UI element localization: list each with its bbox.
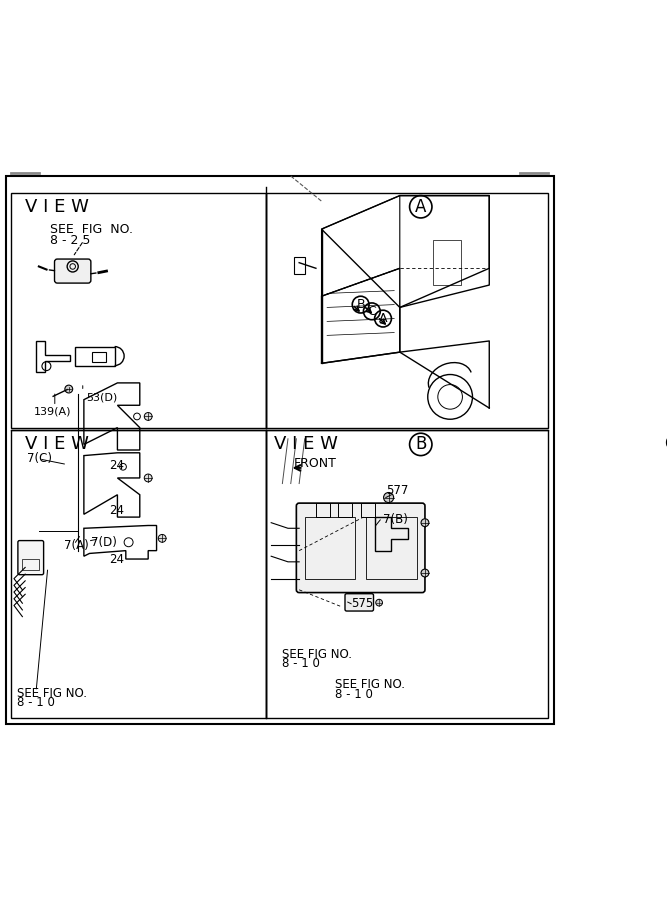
Text: SEE FIG NO.: SEE FIG NO. xyxy=(282,648,352,661)
Bar xyxy=(305,518,355,579)
Text: V I E W: V I E W xyxy=(25,198,95,216)
Bar xyxy=(11,430,265,718)
Text: 7(B): 7(B) xyxy=(383,513,408,526)
Text: 575: 575 xyxy=(351,598,374,610)
Text: 577: 577 xyxy=(386,484,408,497)
Circle shape xyxy=(421,569,429,577)
Bar xyxy=(366,518,417,579)
Text: SEE FIG NO.: SEE FIG NO. xyxy=(336,679,406,691)
FancyBboxPatch shape xyxy=(296,503,425,592)
Text: 24: 24 xyxy=(109,504,124,517)
FancyBboxPatch shape xyxy=(18,541,43,575)
Bar xyxy=(265,193,548,428)
Text: C: C xyxy=(368,305,376,318)
Bar xyxy=(316,503,330,517)
Text: 7(A): 7(A) xyxy=(64,538,89,552)
Text: A: A xyxy=(415,198,426,216)
Bar xyxy=(361,503,375,517)
Bar xyxy=(265,430,548,718)
Bar xyxy=(293,257,305,274)
Text: V I E W: V I E W xyxy=(25,436,95,454)
Bar xyxy=(338,503,352,517)
Circle shape xyxy=(65,385,73,393)
Bar xyxy=(434,240,462,285)
Text: 24: 24 xyxy=(109,459,124,472)
Text: B: B xyxy=(356,298,365,311)
Text: C: C xyxy=(664,436,667,454)
Text: 8 - 1 0: 8 - 1 0 xyxy=(17,697,55,709)
FancyBboxPatch shape xyxy=(55,259,91,284)
Text: SEE  FIG  NO.: SEE FIG NO. xyxy=(50,222,133,236)
Circle shape xyxy=(144,474,152,482)
Text: 7(C): 7(C) xyxy=(27,452,52,465)
Text: A: A xyxy=(379,312,388,325)
Bar xyxy=(11,193,265,428)
Text: 24: 24 xyxy=(109,553,124,565)
Text: B: B xyxy=(415,436,426,454)
Circle shape xyxy=(376,599,382,606)
Circle shape xyxy=(421,518,429,526)
Text: 8 - 2 5: 8 - 2 5 xyxy=(50,234,91,247)
Circle shape xyxy=(158,535,166,543)
Text: 139(A): 139(A) xyxy=(33,407,71,417)
Text: 8 - 1 0: 8 - 1 0 xyxy=(282,657,320,670)
Bar xyxy=(23,559,39,571)
Text: 7(D): 7(D) xyxy=(91,536,117,549)
Text: 53(D): 53(D) xyxy=(87,392,118,402)
Circle shape xyxy=(384,492,394,502)
Bar xyxy=(92,352,106,362)
Text: V I E W: V I E W xyxy=(274,436,344,454)
FancyBboxPatch shape xyxy=(345,594,374,611)
Text: SEE FIG NO.: SEE FIG NO. xyxy=(17,687,87,699)
Text: FRONT: FRONT xyxy=(293,457,336,471)
Circle shape xyxy=(144,412,152,420)
Text: 8 - 1 0: 8 - 1 0 xyxy=(336,688,374,701)
